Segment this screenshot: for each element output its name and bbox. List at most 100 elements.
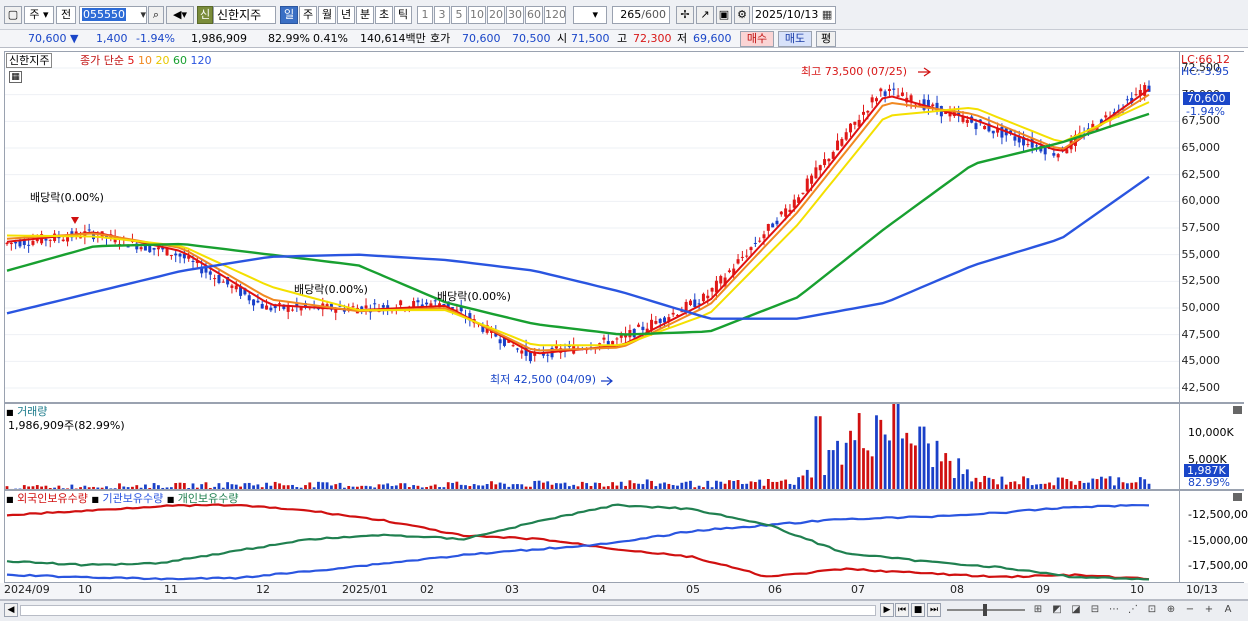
prev-button[interactable]: 전 [56, 6, 76, 24]
interval-select[interactable]: ▾ [573, 6, 607, 24]
tool-icon[interactable]: ◪ [1071, 604, 1081, 615]
volume-bar [334, 484, 338, 489]
candle-body [169, 255, 173, 257]
period-6[interactable]: 틱 [394, 6, 412, 24]
current-price-tag: 70,600 [1183, 92, 1230, 105]
calendar-icon[interactable]: ▦ [821, 8, 833, 21]
type-select[interactable]: 주 ▾ [24, 6, 54, 24]
candle-body [14, 241, 18, 244]
period-0[interactable]: 일 [280, 6, 298, 24]
period-2[interactable]: 월 [318, 6, 336, 24]
high-value: 72,300 [633, 32, 672, 45]
tool-icon[interactable]: ⊕ [1166, 604, 1176, 615]
tool-icon[interactable]: ⊡ [1147, 604, 1157, 615]
volume-bar [745, 483, 749, 489]
save-icon[interactable]: ▣ [716, 6, 732, 24]
zoom-slider-handle[interactable] [983, 604, 987, 616]
period-1[interactable]: 주 [299, 6, 317, 24]
candle-body [732, 268, 736, 275]
candle-body [1143, 85, 1147, 96]
scroll-left-icon[interactable]: ◀ [4, 603, 18, 617]
table-icon[interactable]: ▦ [9, 71, 22, 83]
tool-icon[interactable]: ⊞ [1033, 604, 1043, 615]
close-icon[interactable] [1233, 493, 1242, 501]
volume-bar [182, 483, 186, 489]
interval-60[interactable]: 60 [525, 6, 543, 24]
volume-bar [606, 486, 610, 489]
buy-button[interactable]: 매수 [740, 31, 774, 47]
volume-bar [991, 479, 995, 489]
period-3[interactable]: 년 [337, 6, 355, 24]
holdings-panel[interactable] [4, 490, 1180, 583]
candle-body [22, 240, 26, 246]
code-input[interactable]: 055550 ▾ [79, 6, 147, 24]
candle-body [991, 130, 995, 134]
price-tick: 60,000 [1181, 194, 1221, 208]
eval-button[interactable]: 평 [816, 31, 836, 47]
volume-bar [256, 484, 260, 489]
candle-body [862, 111, 865, 115]
tool-icon[interactable]: ⋯ [1109, 604, 1119, 615]
volume-bar [775, 481, 779, 489]
count-field[interactable]: 265/600 [612, 6, 670, 24]
high-label: 고 [617, 32, 628, 45]
volume-bar [602, 486, 606, 489]
volume-bar [589, 486, 593, 489]
period-4[interactable]: 분 [356, 6, 374, 24]
tool-icon[interactable]: A [1224, 604, 1232, 615]
volume-bar [658, 483, 662, 489]
tool-icon[interactable]: + [1204, 604, 1214, 615]
interval-30[interactable]: 30 [506, 6, 524, 24]
stop-icon[interactable]: ■ [911, 603, 925, 617]
volume-bar [598, 483, 602, 489]
ma-legend: 종가 단순 5 10 20 60 120 [80, 54, 212, 67]
price-panel[interactable] [4, 51, 1180, 403]
speaker-icon[interactable]: ◀▾ [166, 6, 194, 24]
volume-bar [567, 486, 571, 489]
volume-bar [239, 486, 242, 489]
volume-bar [593, 482, 597, 489]
candle-body [66, 237, 70, 242]
volume-bar [619, 481, 623, 489]
volume-panel[interactable] [4, 403, 1180, 490]
rewind-icon[interactable]: ⏮ [895, 603, 909, 617]
forward-icon[interactable]: ⏭ [927, 603, 941, 617]
candle-body [736, 259, 740, 264]
volume-bar [1035, 484, 1038, 489]
sell-button[interactable]: 매도 [778, 31, 812, 47]
tool-icon[interactable]: ⋰ [1128, 604, 1138, 615]
volume-bar [1048, 482, 1051, 489]
tool-icon[interactable]: ◩ [1052, 604, 1062, 615]
volume-bar [667, 483, 671, 489]
volume-bar [5, 486, 9, 489]
search-icon[interactable]: ⌕ [148, 6, 164, 24]
interval-1[interactable]: 1 [417, 6, 433, 24]
tool-icon[interactable]: ⊟ [1090, 604, 1100, 615]
scrollbar-track[interactable] [20, 605, 876, 616]
interval-5[interactable]: 5 [451, 6, 467, 24]
candle-body [373, 303, 377, 305]
tool-icon[interactable]: − [1185, 604, 1195, 615]
period-5[interactable]: 초 [375, 6, 393, 24]
volume-bar [511, 484, 515, 489]
candle-body [334, 309, 338, 313]
interval-3[interactable]: 3 [434, 6, 450, 24]
volume-bar [801, 475, 805, 489]
stock-name[interactable]: 신한지주 [213, 6, 276, 24]
volume-bar [1091, 478, 1095, 489]
volume-bar [451, 482, 454, 489]
draw-line-icon[interactable]: ↗ [696, 6, 714, 24]
close-icon[interactable] [1233, 406, 1242, 414]
interval-20[interactable]: 20 [487, 6, 505, 24]
gear-icon[interactable]: ⚙ [734, 6, 750, 24]
window-icon[interactable]: ▢ [4, 6, 22, 24]
date-field[interactable]: 2025/10/13 ▦ [752, 6, 836, 24]
interval-10[interactable]: 10 [468, 6, 486, 24]
volume-bar [1061, 477, 1064, 489]
low-value: 69,600 [693, 32, 732, 45]
crosshair-icon[interactable]: ✢ [676, 6, 694, 24]
scroll-right-icon[interactable]: ▶ [880, 603, 894, 617]
interval-120[interactable]: 120 [544, 6, 566, 24]
volume-bar [1087, 482, 1090, 489]
volume-bar [455, 481, 459, 489]
